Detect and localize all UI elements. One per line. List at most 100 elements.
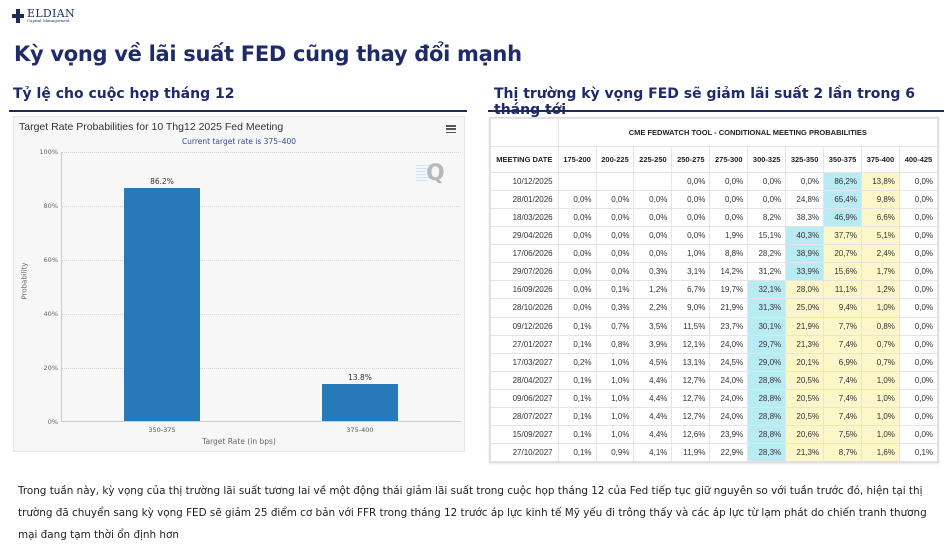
x-axis-label: Target Rate (in bps) [202, 437, 276, 446]
probability-cell: 8,8% [709, 244, 749, 264]
meeting-date-cell: 18/03/2026 [490, 208, 559, 228]
table-banner: CME FEDWATCH TOOL - CONDITIONAL MEETING … [557, 118, 939, 147]
column-header-rate: 275-300 [709, 146, 749, 173]
probability-cell: 0,0% [709, 171, 749, 192]
fedwatch-probability-table: CME FEDWATCH TOOL - CONDITIONAL MEETING … [490, 118, 939, 463]
probability-cell: 0,1% [557, 406, 597, 426]
right-section-title: Thị trường kỳ vọng FED sẽ giảm lãi suất … [494, 86, 915, 118]
probability-cell: 7,7% [823, 316, 862, 336]
probability-cell: 21,3% [785, 334, 825, 354]
probability-cell: 40,3% [785, 226, 825, 246]
x-tick: 375-400 [346, 426, 374, 434]
probability-cell: 22,9% [709, 442, 749, 463]
probability-cell: 5,1% [861, 226, 900, 246]
probability-cell: 0,0% [557, 190, 597, 210]
probability-cell: 28,8% [747, 370, 787, 390]
probability-cell: 0,0% [595, 226, 635, 246]
probability-cell: 24,0% [709, 406, 749, 426]
column-header-rate: 250-275 [671, 146, 711, 173]
probability-cell: 19,7% [709, 280, 749, 300]
probability-cell: 1,0% [861, 388, 900, 408]
right-section-divider [488, 110, 944, 112]
table-row: 17/06/2026 0,0% 0,0% 0,0% 1,0% 8,8% 28,2% 38,9%… [490, 244, 939, 264]
chart-subtitle: Current target rate is 375–400 [181, 137, 297, 146]
probability-cell: 0,0% [671, 171, 711, 192]
probability-cell: 3,9% [633, 334, 673, 354]
probability-cell: 29,7% [747, 334, 787, 354]
probability-cell: 9,0% [671, 298, 711, 318]
probability-cell: 20,5% [785, 388, 825, 408]
probability-cell: 20,7% [823, 244, 862, 264]
page-title: Kỳ vọng về lãi suất FED cũng thay đổi mạ… [14, 42, 522, 66]
table-row: 09/06/2027 0,1% 1,0% 4,4% 12,7% 24,0% 28,8% 20,… [490, 388, 939, 408]
probability-cell: 1,0% [595, 370, 635, 390]
probability-cell: 0,0% [557, 298, 597, 318]
probability-cell: 1,0% [595, 388, 635, 408]
probability-cell: 1,2% [633, 280, 673, 300]
probability-cell: 0,0% [898, 352, 939, 372]
probability-cell: 0,0% [557, 262, 597, 282]
probability-cell: 21,3% [785, 442, 825, 463]
probability-cell: 28,8% [747, 406, 787, 426]
probability-cell: 28,0% [785, 280, 825, 300]
probability-cell: 4,5% [633, 352, 673, 372]
probability-cell: 1,0% [861, 370, 900, 390]
probability-cell: 3,5% [633, 316, 673, 336]
probability-cell: 0,0% [898, 298, 939, 318]
probability-cell: 24,0% [709, 388, 749, 408]
bar-375-400[interactable] [322, 383, 398, 421]
probability-cell: 30,1% [747, 316, 787, 336]
meeting-date-cell: 17/06/2026 [490, 244, 559, 264]
table-row: 28/07/2027 0,1% 1,0% 4,4% 12,7% 24,0% 28,8% 20,… [490, 406, 939, 426]
probability-cell: 28,2% [747, 244, 787, 264]
probability-cell: 1,9% [709, 226, 749, 246]
probability-cell: 0,0% [709, 190, 749, 210]
probability-cell: 0,0% [595, 244, 635, 264]
probability-cell: 1,7% [861, 262, 900, 282]
probability-cell: 7,4% [823, 406, 862, 426]
probability-cell: 0,1% [557, 442, 597, 463]
probability-cell [557, 171, 597, 192]
column-header-rate: 325-350 [785, 146, 825, 173]
meeting-date-cell: 16/09/2026 [490, 280, 559, 300]
company-logo: ELDIAN Capital Management [12, 8, 75, 23]
probability-cell: 0,0% [898, 208, 939, 228]
table-row: 15/09/2027 0,1% 1,0% 4,4% 12,6% 23,9% 28,8% 20,… [490, 424, 939, 444]
probability-cell: 0,0% [595, 190, 635, 210]
probability-cell: 0,1% [557, 334, 597, 354]
probability-cell: 2,2% [633, 298, 673, 318]
probability-cell: 1,2% [861, 280, 900, 300]
meeting-date-cell: 10/12/2025 [490, 171, 559, 192]
logo-name: ELDIAN [27, 7, 75, 20]
probability-cell: 11,1% [823, 280, 862, 300]
probability-cell: 86,2% [823, 171, 862, 192]
probability-cell: 20,6% [785, 424, 825, 444]
probability-cell: 0,0% [747, 190, 787, 210]
y-tick: 20% [43, 364, 58, 372]
probability-cell: 0,0% [898, 244, 939, 264]
probability-cell: 0,0% [671, 208, 711, 228]
probability-cell: 31,2% [747, 262, 787, 282]
meeting-date-cell: 09/12/2026 [490, 316, 559, 336]
eldian-logo-icon [12, 8, 24, 23]
probability-cell: 0,0% [633, 244, 673, 264]
probability-cell: 2,4% [861, 244, 900, 264]
meeting-date-cell: 28/07/2027 [490, 406, 559, 426]
probability-cell: 0,0% [898, 388, 939, 408]
probability-cell: 0,8% [861, 316, 900, 336]
probability-cell: 3,1% [671, 262, 711, 282]
chart-title: Target Rate Probabilities for 10 Thg12 2… [19, 121, 284, 133]
meeting-date-cell: 29/07/2026 [490, 262, 559, 282]
column-header-rate: 300-325 [747, 146, 787, 173]
y-tick: 60% [43, 256, 58, 264]
table-row: 29/07/2026 0,0% 0,0% 0,3% 3,1% 14,2% 31,2% 33,9… [490, 262, 939, 282]
probability-cell: 32,1% [747, 280, 787, 300]
column-header-meeting-date: MEETING DATE [490, 146, 559, 173]
probability-cell: 0,0% [557, 226, 597, 246]
probability-cell: 12,6% [671, 424, 711, 444]
bar-350-375[interactable] [124, 188, 200, 421]
probability-cell: 1,0% [861, 298, 900, 318]
probability-cell: 25,0% [785, 298, 825, 318]
hamburger-menu-icon[interactable] [446, 125, 456, 133]
probability-cell: 12,7% [671, 406, 711, 426]
